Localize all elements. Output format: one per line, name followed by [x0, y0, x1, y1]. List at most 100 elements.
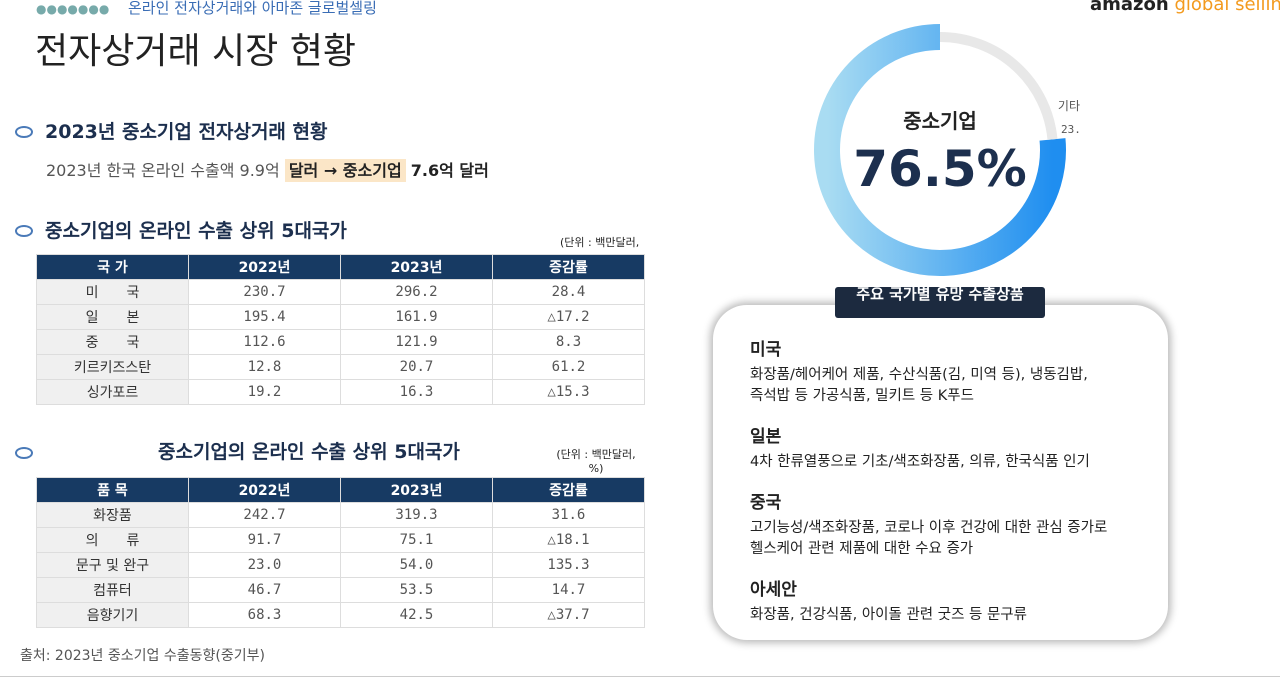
donut-segment: [814, 24, 1066, 276]
cell: 230.7: [188, 279, 341, 305]
cell: 19.2: [188, 379, 341, 405]
cell: 161.9: [340, 304, 493, 330]
cell: 46.7: [188, 577, 341, 603]
column-header: 증감률: [492, 477, 645, 503]
country: 미국: [750, 340, 782, 360]
cell: 75.1: [340, 527, 493, 553]
column-header: 2022년: [188, 477, 341, 503]
row: 컴퓨터 46.7 53.5 14.7: [36, 577, 645, 603]
cell: △18.1: [492, 527, 645, 553]
dots: ●●●●●●●: [36, 2, 110, 16]
product-line: 헬스케어 관련 제품에 대한 수요 증가: [750, 541, 974, 557]
country: 중국: [750, 493, 782, 513]
bullet: [15, 126, 33, 138]
cell: 일 본: [36, 304, 189, 330]
cell: 14.7: [492, 577, 645, 603]
source: 출처: 2023년 중소기업 수출동향(중기부): [20, 648, 265, 664]
cell: 16.3: [340, 379, 493, 405]
cell: 68.3: [188, 602, 341, 628]
cell: 컴퓨터: [36, 577, 189, 603]
cell: △37.7: [492, 602, 645, 628]
page-title: 전자상거래 시장 현황: [35, 31, 356, 72]
donut-segment: [939, 32, 1058, 140]
row: 미 국 230.7 296.2 28.4: [36, 279, 645, 305]
donut: 중소기업 76.5% 기타 23.5%: [814, 24, 1080, 276]
heading: 중소기업의 온라인 수출 상위 5대국가: [45, 220, 347, 242]
cell: 121.9: [340, 329, 493, 355]
unit: (단위 : 백만달러, %): [560, 236, 640, 252]
cell: 195.4: [188, 304, 341, 330]
cell: 20.7: [340, 354, 493, 380]
card-title-text: 주요 국가별 유망 수출상품: [856, 287, 1024, 303]
row: 문구 및 완구 23.0 54.0 135.3: [36, 552, 645, 578]
cell: 미 국: [36, 279, 189, 305]
cell: 문구 및 완구: [36, 552, 189, 578]
product-line: 즉석밥 등 가공식품, 밀키트 등 K푸드: [750, 388, 974, 404]
cell: 319.3: [340, 502, 493, 528]
cell: 42.5: [340, 602, 493, 628]
row: 의 류 91.7 75.1 △18.1: [36, 527, 645, 553]
product-line: 고기능성/색조화장품, 코로나 이후 건강에 대한 관심 증가로: [750, 520, 1108, 536]
country: 아세안: [750, 580, 797, 600]
cell: 61.2: [492, 354, 645, 380]
column-header: 국 가: [36, 254, 189, 280]
donut-value: 76.5%: [853, 140, 1026, 198]
column-header: 2022년: [188, 254, 341, 280]
summary: 2023년 한국 온라인 수출액 9.9억 달러 → 중소기업 7.6억 달러: [46, 157, 489, 182]
summary-text: 7.6억 달러: [410, 161, 489, 180]
cell: △17.2: [492, 304, 645, 330]
card-title: 주요 국가별 유망 수출상품: [835, 287, 1045, 318]
row: 화장품 242.7 319.3 31.6: [36, 502, 645, 528]
cell: 23.0: [188, 552, 341, 578]
country: 일본: [750, 427, 782, 447]
header-row: 국 가 2022년 2023년 증감률: [36, 254, 645, 280]
cell: 53.5: [340, 577, 493, 603]
rule: [0, 676, 1280, 677]
row: 음향기기 68.3 42.5 △37.7: [36, 602, 645, 628]
cell: 8.3: [492, 329, 645, 355]
cell: 싱가포르: [36, 379, 189, 405]
product-line: 화장품/헤어케어 제품, 수산식품(김, 미역 등), 냉동김밥,: [750, 367, 1088, 383]
cell: △15.3: [492, 379, 645, 405]
table: 국 가 2022년 2023년 증감률 미 국 230.7 296.2 28.4 일 본 195.…: [36, 254, 645, 405]
table: 품 목 2022년 2023년 증감률 화장품 242.7 319.3 31.6 의 류 91.7…: [36, 477, 645, 628]
cell: 중 국: [36, 329, 189, 355]
summary-text: 2023년 한국 온라인 수출액 9.9억: [46, 161, 280, 180]
logo: amazon global sellin: [1090, 0, 1280, 15]
card: [713, 305, 1168, 640]
column-header: 증감률: [492, 254, 645, 280]
cell: 54.0: [340, 552, 493, 578]
donut-other-label: 기타: [1058, 99, 1080, 113]
row: 싱가포르 19.2 16.3 △15.3: [36, 379, 645, 405]
cell: 키르키즈스탄: [36, 354, 189, 380]
cell: 135.3: [492, 552, 645, 578]
heading: 2023년 중소기업 전자상거래 현황: [45, 121, 328, 143]
donut-label: 중소기업: [903, 109, 977, 133]
header-row: 품 목 2022년 2023년 증감률: [36, 477, 645, 503]
product-line: 4차 한류열풍으로 기초/색조화장품, 의류, 한국식품 인기: [750, 454, 1090, 470]
breadcrumb: 온라인 전자상거래와 아마존 글로벌셀링: [128, 0, 377, 17]
cell: 112.6: [188, 329, 341, 355]
heading: 중소기업의 온라인 수출 상위 5대국가: [158, 441, 460, 463]
cell: 음향기기: [36, 602, 189, 628]
cell: 12.8: [188, 354, 341, 380]
logo-text: global sellin: [1174, 0, 1280, 15]
column-header: 2023년: [340, 477, 493, 503]
logo-brand: amazon: [1090, 0, 1169, 15]
row: 키르키즈스탄 12.8 20.7 61.2: [36, 354, 645, 380]
cell: 28.4: [492, 279, 645, 305]
cell: 의 류: [36, 527, 189, 553]
summary-highlight: 달러 → 중소기업: [284, 159, 406, 182]
donut-other-value: 23.5%: [1061, 123, 1080, 136]
row: 일 본 195.4 161.9 △17.2: [36, 304, 645, 330]
product-line: 화장품, 건강식품, 아이돌 관련 굿즈 등 문구류: [750, 607, 1027, 623]
cell: 91.7: [188, 527, 341, 553]
column-header: 2023년: [340, 254, 493, 280]
cell: 242.7: [188, 502, 341, 528]
column-header: 품 목: [36, 477, 189, 503]
bullet: [15, 225, 33, 237]
bullet: [15, 447, 33, 459]
unit: (단위 : 백만달러, %): [556, 448, 636, 475]
